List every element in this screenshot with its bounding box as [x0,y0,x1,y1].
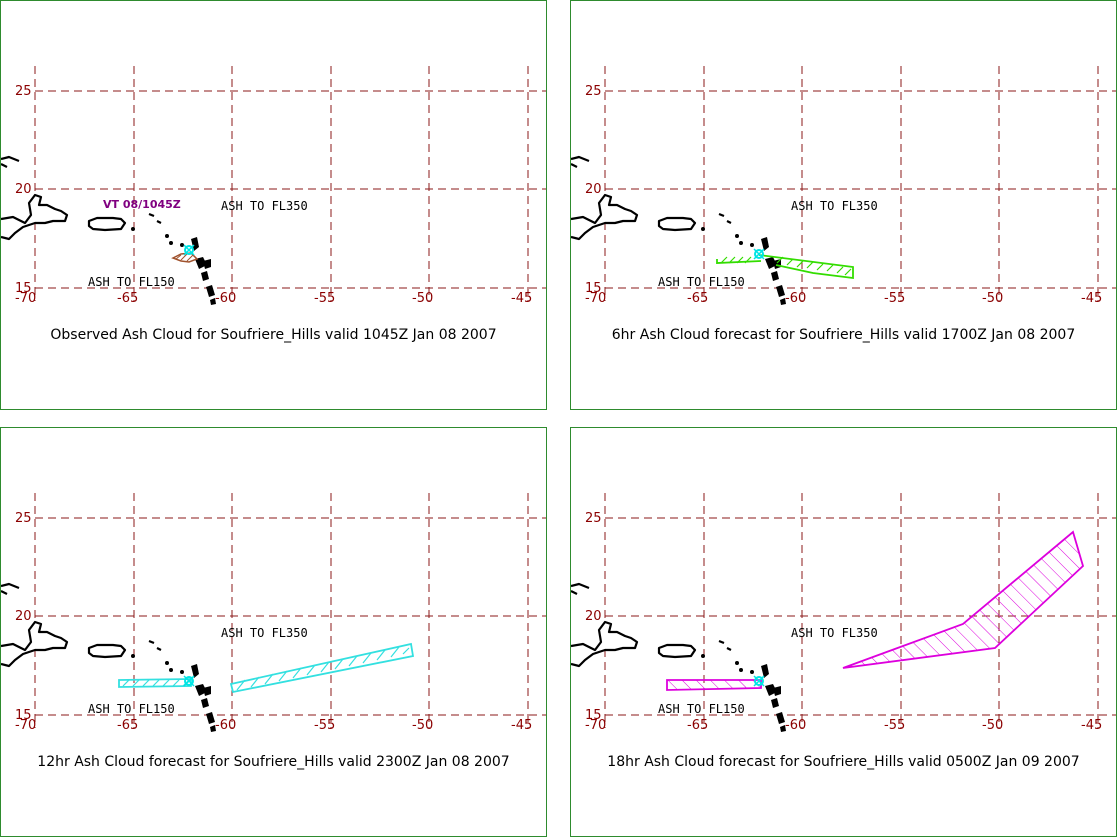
lat-tick-labels: 25 20 15 [585,511,602,723]
lon-tick-neg65: -65 [687,291,708,306]
panel-caption: Observed Ash Cloud for Soufriere_Hills v… [50,327,497,343]
panel-18hr: 25 20 15 -70 -65 -60 -55 -50 -45 [570,427,1117,837]
lon-tick-neg70: -70 [585,718,606,733]
panel-caption: 18hr Ash Cloud forecast for Soufriere_Hi… [607,754,1080,770]
panel-caption: 12hr Ash Cloud forecast for Soufriere_Hi… [37,754,510,770]
volcano-marker-icon [753,675,765,687]
lon-tick-neg60: -60 [785,718,806,733]
map-6hr: 25 20 15 -70 -65 -60 -55 -50 -45 [571,66,1116,306]
lat-tick-20: 20 [15,609,32,624]
ash-low-label: ASH TO FL150 [88,275,175,289]
lat-tick-20: 20 [15,182,32,197]
lon-tick-neg60: -60 [215,718,236,733]
ash-high-label: ASH TO FL350 [221,199,308,213]
lon-tick-neg45: -45 [511,718,532,733]
lon-tick-labels: -70 -65 -60 -55 -50 -45 [585,718,1102,733]
ash-low-label: ASH TO FL150 [658,275,745,289]
lat-tick-labels: 25 20 15 [585,84,602,296]
ash-high-label: ASH TO FL350 [221,626,308,640]
lat-tick-labels: 25 20 15 [15,84,32,296]
lon-tick-neg50: -50 [982,291,1003,306]
lon-tick-neg65: -65 [117,718,138,733]
lon-tick-neg55: -55 [884,718,905,733]
lat-tick-20: 20 [585,182,602,197]
coastlines [571,582,786,732]
map-12hr: 25 20 15 -70 -65 -60 -55 -50 -45 [1,493,546,733]
lat-tick-25: 25 [15,511,32,526]
volcano-marker-icon [753,248,765,260]
lon-tick-neg65: -65 [117,291,138,306]
ash-cloud-18hr [666,530,1085,691]
lon-tick-neg70: -70 [15,291,36,306]
lon-tick-neg55: -55 [314,718,335,733]
panel-observed: 25 20 15 -70 -65 -60 -55 -50 -45 [0,0,547,410]
lon-tick-neg55: -55 [314,291,335,306]
ash-cloud-observed [171,252,199,263]
lon-tick-neg45: -45 [1081,291,1102,306]
lon-tick-neg50: -50 [982,718,1003,733]
lon-tick-neg55: -55 [884,291,905,306]
panel-6hr: 25 20 15 -70 -65 -60 -55 -50 -45 [570,0,1117,410]
lon-tick-neg60: -60 [785,291,806,306]
ash-cloud-12hr [118,642,415,694]
lat-tick-20: 20 [585,609,602,624]
ash-high-label: ASH TO FL350 [791,199,878,213]
lon-tick-neg65: -65 [687,718,708,733]
lon-tick-neg50: -50 [412,718,433,733]
ash-low-label: ASH TO FL150 [658,702,745,716]
lon-tick-neg45: -45 [511,291,532,306]
lon-tick-neg70: -70 [585,291,606,306]
lat-tick-25: 25 [15,84,32,99]
ash-low-label: ASH TO FL150 [88,702,175,716]
lon-tick-labels: -70 -65 -60 -55 -50 -45 [585,291,1102,306]
lon-tick-neg60: -60 [215,291,236,306]
valid-time-label: VT 08/1045Z [103,198,181,211]
lat-tick-15: 15 [15,281,32,296]
volcano-marker-icon [183,675,195,687]
lon-tick-labels: -70 -65 -60 -55 -50 -45 [15,291,532,306]
lat-tick-labels: 25 20 15 [15,511,32,723]
ash-cloud-6hr [716,254,854,280]
map-observed: 25 20 15 -70 -65 -60 -55 -50 -45 [1,66,546,306]
ash-high-label: ASH TO FL350 [791,626,878,640]
lon-tick-neg70: -70 [15,718,36,733]
panel-caption: 6hr Ash Cloud forecast for Soufriere_Hil… [611,327,1076,343]
coastlines [1,155,216,305]
map-18hr: 25 20 15 -70 -65 -60 -55 -50 -45 [571,493,1116,733]
panel-12hr: 25 20 15 -70 -65 -60 -55 -50 -45 [0,427,547,837]
lat-tick-15: 15 [585,708,602,723]
volcano-marker-icon [183,244,195,256]
lat-tick-25: 25 [585,511,602,526]
lon-tick-labels: -70 -65 -60 -55 -50 -45 [15,718,532,733]
lat-tick-15: 15 [15,708,32,723]
coastlines [1,582,216,732]
lat-tick-15: 15 [585,281,602,296]
lat-tick-25: 25 [585,84,602,99]
lon-tick-neg45: -45 [1081,718,1102,733]
lon-tick-neg50: -50 [412,291,433,306]
